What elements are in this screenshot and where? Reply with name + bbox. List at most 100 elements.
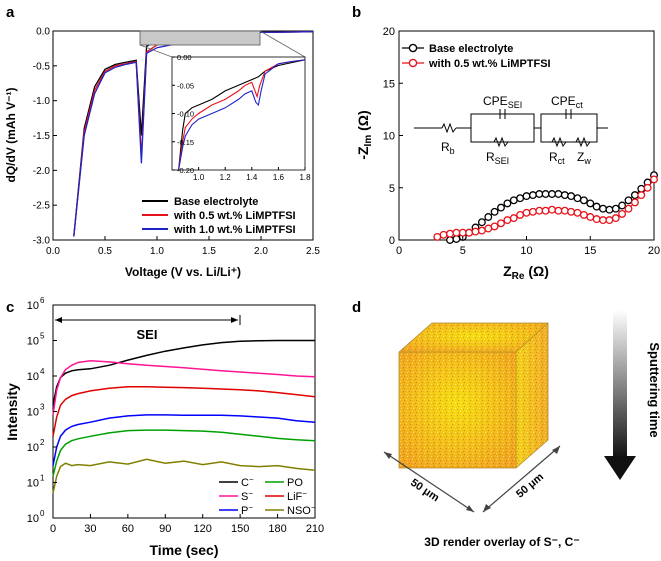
inset-tick-label-y: -0.15 [177,138,194,147]
inset-frame [171,56,306,171]
tick-label-c-y-exp: 3 [40,403,45,412]
ylabel-c: Intensity [4,383,20,441]
inset-tick-label-y: -0.10 [177,110,194,119]
tick-label-c-x: 180 [268,523,286,535]
point-b-base-electrolyte [446,236,454,244]
tick-label-c-y: 10 [27,442,39,454]
point-b-with-0-5-wt-limptfsi [452,228,461,237]
point-b-with-0-5-wt-limptfsi [605,216,614,225]
point-b-with-0-5-wt-limptfsi [516,210,525,219]
point-b-base-electrolyte [490,207,499,216]
point-b-base-electrolyte [452,235,461,243]
tick-label-b-y: 0 [389,235,395,247]
panel-label-a: a [6,4,15,21]
legend-b: Base electrolyte with 0.5 wt.% LiMPTFSI [402,43,551,70]
tick-label-a-y: -1.0 [33,96,51,107]
point-b-with-0-5-wt-limptfsi [503,216,512,225]
circuit-label-cpe-sei: CPESEI [483,94,522,110]
tick-label-c-y: 10 [27,478,39,490]
point-b-base-electrolyte [592,202,601,211]
legend-a-label-05: with 0.5 wt.% LiMPTFSI [173,210,296,222]
tick-label-a-y: -0.5 [33,61,51,72]
zoom-guide-right [259,30,306,58]
series-c-s [52,359,316,416]
legend-c-label-lif: LiF− [287,489,307,503]
point-b-with-0-5-wt-limptfsi [554,206,563,215]
point-b-with-0-5-wt-limptfsi [586,213,595,221]
point-b-with-0-5-wt-limptfsi [497,219,505,228]
dim-arrow-right-head-a [483,504,491,512]
tick-label-a-y: 0.0 [36,27,50,38]
sputtering-time-arrow-head [604,456,636,480]
point-b-with-0-5-wt-limptfsi [611,214,620,223]
warburg-zw [575,136,591,148]
point-b-with-0-5-wt-limptfsi [599,216,607,225]
point-b-base-electrolyte [497,203,505,212]
point-b-base-electrolyte [605,205,614,214]
inset-tick-label-x: 1.4 [246,173,258,182]
point-b-base-electrolyte [579,196,588,205]
point-b-base-electrolyte [528,191,537,200]
sputtering-time-arrow-shaft [613,310,627,458]
xlabel-b: ZRe (Ω) [503,263,549,282]
point-b-with-0-5-wt-limptfsi [573,208,582,217]
dim-arrow-right-head-b [552,446,560,454]
resistor-rct [551,136,567,148]
point-b-with-0-5-wt-limptfsi [541,206,550,215]
point-b-with-0-5-wt-limptfsi [567,207,576,216]
cube-front-speckle [399,352,516,468]
tick-label-c-x: 30 [84,523,96,535]
point-b-with-0-5-wt-limptfsi [490,222,499,231]
point-b-with-0-5-wt-limptfsi [618,209,627,218]
tick-label-c-x: 60 [122,523,134,535]
point-b-base-electrolyte [484,213,493,221]
dim-arrow-right [482,445,561,513]
point-b-with-0-5-wt-limptfsi [528,207,537,216]
point-b-base-electrolyte [503,199,512,208]
legend-c-label-c: C− [241,475,254,489]
inset-tick-label-x: 1.0 [193,173,205,182]
legend-b-label-base: Base electrolyte [429,43,513,55]
tick-label-c-y-exp: 2 [40,438,45,447]
tick-label-c-y-exp: 6 [40,296,45,305]
tick-label-c-y: 10 [27,371,39,383]
legend-c-label-p: P− [241,503,253,517]
tick-label-c-y: 10 [27,300,39,312]
tick-label-c-x: 150 [231,523,249,535]
tick-label-c-x: 210 [306,523,324,535]
legend-b-swatch-05 [408,58,418,68]
point-b-base-electrolyte [567,192,576,201]
legend-a: Base electrolyte with 0.5 wt.% LiMPTFSI … [142,196,296,236]
circuit-label-zw: Zw [577,150,591,166]
tick-label-c-y: 10 [27,407,39,419]
series-c-p [52,414,316,466]
point-b-with-0-5-wt-limptfsi [579,210,588,219]
dim-label-right: 50 μm [514,471,546,501]
legend-a-label-base: Base electrolyte [174,196,258,208]
point-b-with-0-5-wt-limptfsi [465,228,474,237]
tick-label-b-x: 0 [396,245,402,257]
series-c-po [52,429,316,477]
point-b-base-electrolyte [637,184,646,193]
circuit-label-rct: Rct [549,150,565,166]
tick-label-c-y: 10 [27,336,39,348]
circuit-label-rsei: RSEI [486,150,509,166]
zoom-guide-left [139,44,173,58]
point-b-base-electrolyte [522,192,531,201]
point-b-base-electrolyte [548,190,556,198]
equivalent-circuit [414,109,608,148]
point-b-with-0-5-wt-limptfsi [548,205,556,214]
inset-tick-label-x: 1.8 [299,173,311,182]
tick-label-a-y: -2.5 [33,201,51,212]
point-b-with-0-5-wt-limptfsi [433,232,442,241]
sei-arrow-head-left [55,317,62,323]
point-b-with-0-5-wt-limptfsi [477,226,486,235]
tick-label-c-y-exp: 4 [40,367,45,376]
cube-right-speckle [516,323,548,468]
dim-arrow-front [383,451,475,513]
tick-label-a-x: 0.0 [46,246,60,257]
point-b-with-0-5-wt-limptfsi [643,183,652,192]
sei-loop [470,113,535,143]
